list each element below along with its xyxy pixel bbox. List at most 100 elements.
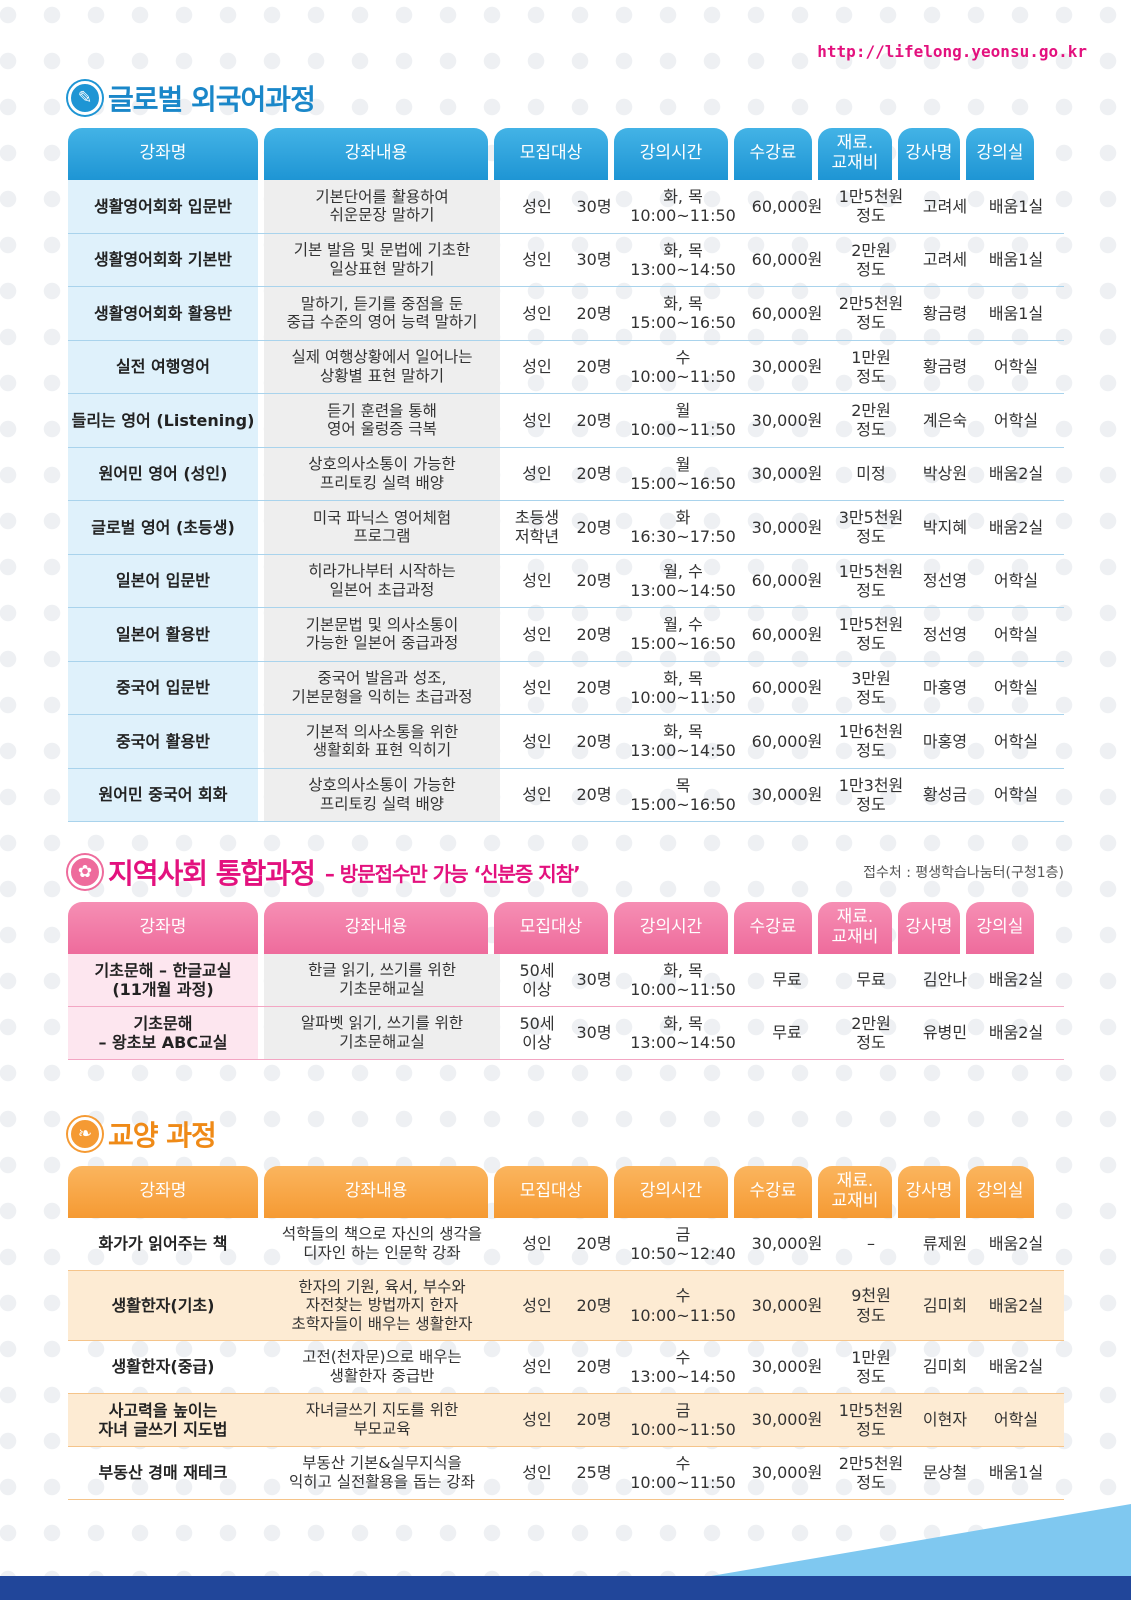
schedule: 화, 목 10:00~11:50 xyxy=(630,960,736,999)
table-row: 기초문해 – 왕초보 ABC교실 알파벳 읽기, 쓰기를 위한 기초문해교실 50세 이상… xyxy=(68,1007,1064,1060)
tuition-fee: 60,000원 xyxy=(751,196,823,216)
reception-note: 접수처 : 평생학습나눔터(구청1층) xyxy=(863,865,1064,881)
tuition-fee: 60,000원 xyxy=(751,731,823,751)
material-fee: 1만6천원 정도 xyxy=(838,722,904,761)
table-row: 글로벌 영어 (초등생) 미국 파닉스 영어체험 프로그램 초등생 저학년 20명 화 16:… xyxy=(68,501,1064,555)
material-fee: 2만5천원 정도 xyxy=(838,1453,904,1492)
site-url[interactable]: http://lifelong.yeonsu.go.kr xyxy=(817,42,1087,61)
tuition-fee: 무료 xyxy=(772,970,802,990)
material-fee: 미정 xyxy=(856,464,886,484)
table-row: 생활영어회화 활용반 말하기, 듣기를 중점을 둔 중급 수준의 영어 능력 말하기… xyxy=(68,287,1064,341)
course-name: 원어민 영어 (성인) xyxy=(68,447,258,500)
target-audience: 성인 xyxy=(522,196,552,216)
capacity: 20명 xyxy=(576,571,612,591)
classroom: 배움2실 xyxy=(982,1271,1050,1340)
course-table-body: 생활영어회화 입문반 기본단어를 활용하여 쉬운문장 말하기 성인 30명 화, 목 10:… xyxy=(68,180,1064,822)
header-schedule: 강의시간 xyxy=(614,1166,728,1218)
tuition-fee: 30,000원 xyxy=(751,517,823,537)
instructor-name: 황성금 xyxy=(922,785,968,805)
classroom: 배움2실 xyxy=(988,1357,1044,1377)
header-fee: 수강료 xyxy=(734,128,812,180)
target-audience: 50세 이상 xyxy=(519,960,555,999)
classroom: 어학실 xyxy=(993,785,1039,805)
course-name: 화가가 읽어주는 책 xyxy=(98,1234,228,1254)
target-audience: 성인 xyxy=(522,303,552,323)
material-fee: 2만원 정도 xyxy=(851,240,891,279)
tuition-fee: 60,000원 xyxy=(751,571,823,591)
section-title-bar: ✎ 글로벌 외국어과정 xyxy=(68,78,1064,118)
tuition-fee: 30,000원 xyxy=(751,1234,823,1254)
instructor-name: 문상철 xyxy=(922,1463,968,1483)
material-fee: – xyxy=(867,1234,875,1254)
schedule: 금 10:50~12:40 xyxy=(630,1224,736,1263)
table-row: 들리는 영어 (Listening) 듣기 훈련을 통해 영어 울렁증 극복 성인 20… xyxy=(68,394,1064,448)
course-name: 원어민 중국어 회화 xyxy=(68,768,258,821)
target-audience: 성인 xyxy=(522,624,552,644)
course-description: 상호의사소통이 가능한 프리토킹 실력 배양 xyxy=(264,768,500,821)
tuition-fee: 60,000원 xyxy=(751,678,823,698)
classroom: 배움2실 xyxy=(988,1234,1044,1254)
header-instructor: 강사명 xyxy=(898,902,960,954)
schedule: 월, 수 13:00~14:50 xyxy=(630,561,736,600)
course-name: 부동산 경매 재테크 xyxy=(98,1463,228,1483)
material-fee: 1만원 정도 xyxy=(851,1347,891,1386)
course-name: 생활영어회화 기본반 xyxy=(68,233,258,286)
classroom: 배움2실 xyxy=(988,517,1044,537)
instructor-name: 박지혜 xyxy=(922,517,968,537)
schedule: 수 10:00~11:50 xyxy=(630,347,736,386)
classroom: 어학실 xyxy=(982,1394,1050,1446)
header-room: 강의실 xyxy=(966,128,1034,180)
classroom: 어학실 xyxy=(993,357,1039,377)
course-name: 생활한자(중급) xyxy=(111,1357,215,1377)
instructor-name: 류제원 xyxy=(922,1234,968,1254)
section-title-bar: ✿ 지역사회 통합과정 – 방문접수만 가능 ‘신분증 지참’ 접수처 : 평생… xyxy=(68,852,1064,892)
instructor-name: 김미회 xyxy=(914,1271,976,1340)
instructor-name: 마홍영 xyxy=(922,731,968,751)
capacity: 30명 xyxy=(576,970,612,990)
table-row: 일본어 입문반 히라가나부터 시작하는 일본어 초급과정 성인 20명 월, 수 13:00… xyxy=(68,554,1064,608)
schedule: 화 16:30~17:50 xyxy=(630,508,736,547)
capacity: 20명 xyxy=(576,517,612,537)
course-description: 상호의사소통이 가능한 프리토킹 실력 배양 xyxy=(264,447,500,500)
material-fee: 3만원 정도 xyxy=(851,668,891,707)
schedule: 수 10:00~11:50 xyxy=(626,1271,740,1340)
material-fee: 1만5천원 정도 xyxy=(834,1394,908,1446)
section-subtitle: – 방문접수만 가능 ‘신분증 지참’ xyxy=(324,861,581,886)
target-audience: 성인 xyxy=(522,571,552,591)
course-name: 실전 여행영어 xyxy=(68,340,258,393)
table-row: 생활한자(기초) 한자의 기원, 육서, 부수와 자전찾는 방법까지 한자 초학자들이… xyxy=(68,1271,1064,1341)
material-fee: 1만3천원 정도 xyxy=(838,775,904,814)
material-fee: 1만5천원 정도 xyxy=(838,561,904,600)
tuition-fee: 60,000원 xyxy=(751,624,823,644)
course-table-body: 화가가 읽어주는 책 석학들의 책으로 자신의 생각을 디자인 하는 인문학 강좌 성… xyxy=(68,1218,1064,1500)
tuition-fee: 30,000원 xyxy=(746,1271,828,1340)
tuition-fee: 30,000원 xyxy=(746,1394,828,1446)
instructor-name: 정선영 xyxy=(922,571,968,591)
table-header: 강좌명 강좌내용 모집대상 강의시간 수강료 재료. 교재비 강사명 강의실 xyxy=(68,1166,1064,1218)
tuition-fee: 60,000원 xyxy=(751,303,823,323)
table-row: 생활영어회화 기본반 기본 발음 및 문법에 기초한 일상표현 말하기 성인 30명 화,… xyxy=(68,233,1064,287)
capacity: 20명 xyxy=(568,1394,620,1446)
book-icon: ❧ xyxy=(68,1117,102,1151)
material-fee: 1만5천원 정도 xyxy=(838,187,904,226)
course-description: 기본 발음 및 문법에 기초한 일상표현 말하기 xyxy=(264,233,500,286)
header-fee: 수강료 xyxy=(734,1166,812,1218)
course-name: 생활영어회화 활용반 xyxy=(68,287,258,340)
header-target: 모집대상 xyxy=(494,128,608,180)
capacity: 20명 xyxy=(576,1234,612,1254)
course-description: 고전(천자문)으로 배우는 생활한자 중급반 xyxy=(302,1348,462,1385)
tuition-fee: 30,000원 xyxy=(751,785,823,805)
pencil-icon: ✎ xyxy=(68,81,102,115)
instructor-name: 황금령 xyxy=(922,357,968,377)
table-row: 사고력을 높이는 자녀 글쓰기 지도법 자녀글쓰기 지도를 위한 부모교육 성인 20명 금… xyxy=(68,1394,1064,1447)
course-description: 한자의 기원, 육서, 부수와 자전찾는 방법까지 한자 초학자들이 배우는 생활한… xyxy=(264,1271,500,1340)
course-name: 생활한자(기초) xyxy=(68,1271,258,1340)
tuition-fee: 30,000원 xyxy=(751,357,823,377)
tuition-fee: 60,000원 xyxy=(751,250,823,270)
target-audience: 성인 xyxy=(522,785,552,805)
table-header: 강좌명 강좌내용 모집대상 강의시간 수강료 재료. 교재비 강사명 강의실 xyxy=(68,902,1064,954)
course-name: 기초문해 – 왕초보 ABC교실 xyxy=(68,1007,258,1059)
schedule: 화, 목 15:00~16:50 xyxy=(630,294,736,333)
schedule: 금 10:00~11:50 xyxy=(626,1394,740,1446)
course-name: 중국어 입문반 xyxy=(68,661,258,714)
